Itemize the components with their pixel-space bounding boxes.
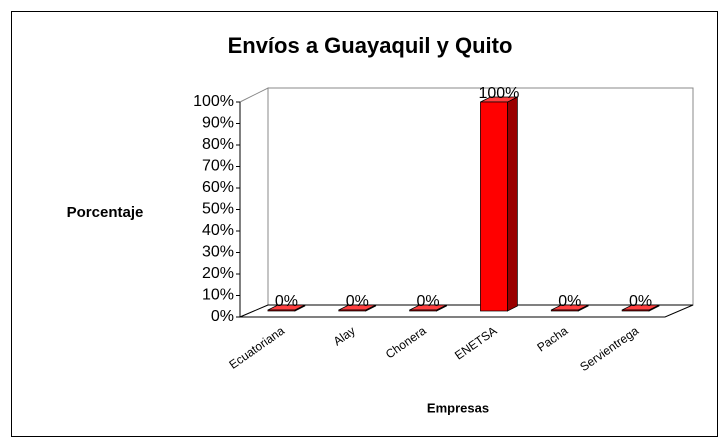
bar (621, 309, 650, 312)
left-wall (239, 87, 269, 318)
y-axis-title: Porcentaje (67, 204, 144, 221)
y-tick-label: 0% (211, 308, 234, 325)
bar (267, 309, 296, 312)
y-tick-label: 50% (202, 201, 234, 218)
y-tick-label: 80% (202, 136, 234, 153)
y-tick-label: 60% (202, 179, 234, 196)
data-label: 0% (558, 293, 581, 310)
data-label: 100% (478, 85, 519, 102)
bar (480, 101, 508, 312)
bar (550, 309, 579, 312)
data-label: 0% (417, 293, 440, 310)
chart-title: Envíos a Guayaquil y Quito (228, 33, 513, 58)
data-label: 0% (275, 293, 298, 310)
y-tick-label: 100% (193, 93, 234, 110)
y-tick-label: 40% (202, 222, 234, 239)
data-label: 0% (629, 293, 652, 310)
y-tick-label: 90% (202, 115, 234, 132)
x-axis-title: Empresas (427, 400, 489, 415)
data-label: 0% (346, 293, 369, 310)
y-tick-label: 30% (202, 244, 234, 261)
bar (338, 309, 367, 312)
bar-side (507, 96, 518, 312)
bar (409, 309, 437, 312)
y-tick-label: 70% (202, 158, 234, 175)
y-tick-label: 10% (202, 287, 234, 304)
y-tick-label: 20% (202, 265, 234, 282)
